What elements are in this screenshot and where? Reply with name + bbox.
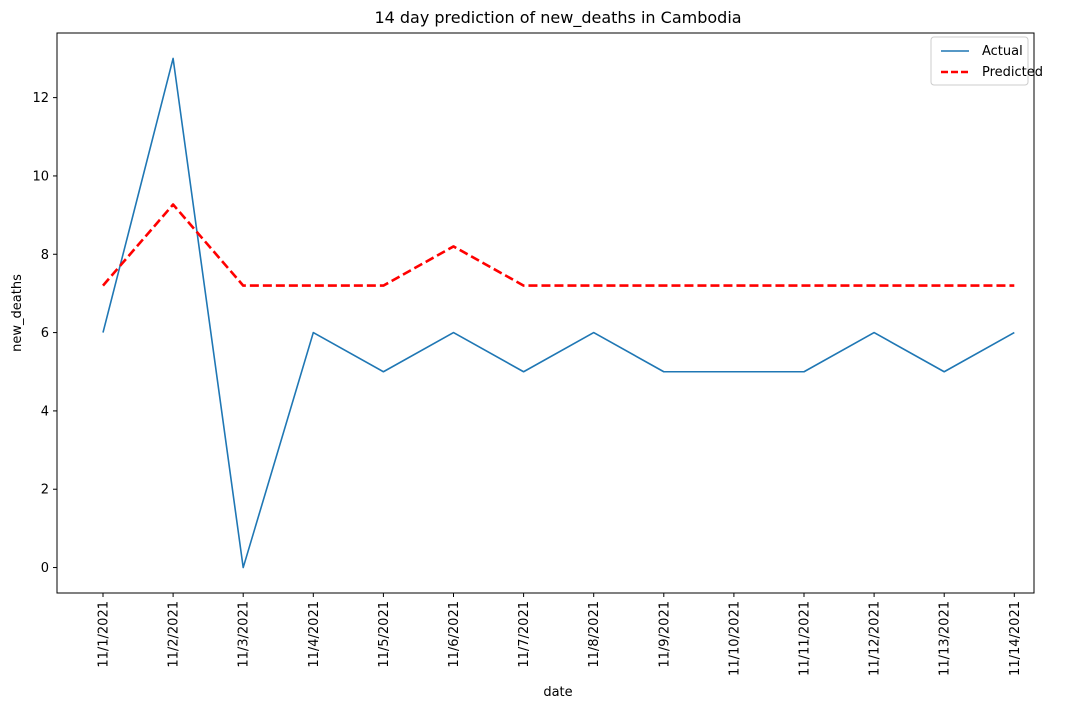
x-tick-label: 11/9/2021 <box>657 601 672 668</box>
x-tick-label: 11/4/2021 <box>307 601 322 668</box>
x-tick-label: 11/7/2021 <box>517 601 532 668</box>
x-tick-label: 11/11/2021 <box>798 601 813 676</box>
x-tick-label: 11/6/2021 <box>447 601 462 668</box>
legend: Actual Predicted <box>930 36 1043 86</box>
legend-label-predicted: Predicted <box>982 65 1043 80</box>
y-tick-label: 6 <box>41 326 49 341</box>
x-tick-label: 11/12/2021 <box>868 601 883 676</box>
y-axis-title: new_deaths <box>10 274 25 352</box>
y-tick-label: 2 <box>41 483 49 498</box>
x-tick-label: 11/5/2021 <box>377 601 392 668</box>
x-tick-label: 11/1/2021 <box>97 601 112 668</box>
y-tick-label: 0 <box>41 561 49 576</box>
y-tick-label: 12 <box>32 91 49 106</box>
x-tick-label: 11/10/2021 <box>727 601 742 676</box>
y-tick-label: 8 <box>41 248 49 263</box>
series-lines <box>102 57 1015 569</box>
chart-title: 14 day prediction of new_deaths in Cambo… <box>374 8 741 28</box>
series-line-predicted <box>102 203 1015 287</box>
x-tick-label: 11/3/2021 <box>237 601 252 668</box>
plot-area-frame <box>56 32 1035 594</box>
x-axis-ticks: 11/1/2021 11/2/2021 11/3/2021 11/4/2021 11/5… <box>97 593 1023 676</box>
x-tick-label: 11/14/2021 <box>1008 601 1023 676</box>
legend-label-actual: Actual <box>982 44 1023 59</box>
y-tick-label: 10 <box>32 169 49 184</box>
series-line-actual <box>102 57 1015 569</box>
x-axis-title: date <box>543 685 572 700</box>
y-axis-ticks: 0 2 4 6 8 10 12 <box>32 91 57 576</box>
y-tick-label: 4 <box>41 404 49 419</box>
x-tick-label: 11/13/2021 <box>938 601 953 676</box>
x-tick-label: 11/8/2021 <box>587 601 602 668</box>
x-tick-label: 11/2/2021 <box>167 601 182 668</box>
